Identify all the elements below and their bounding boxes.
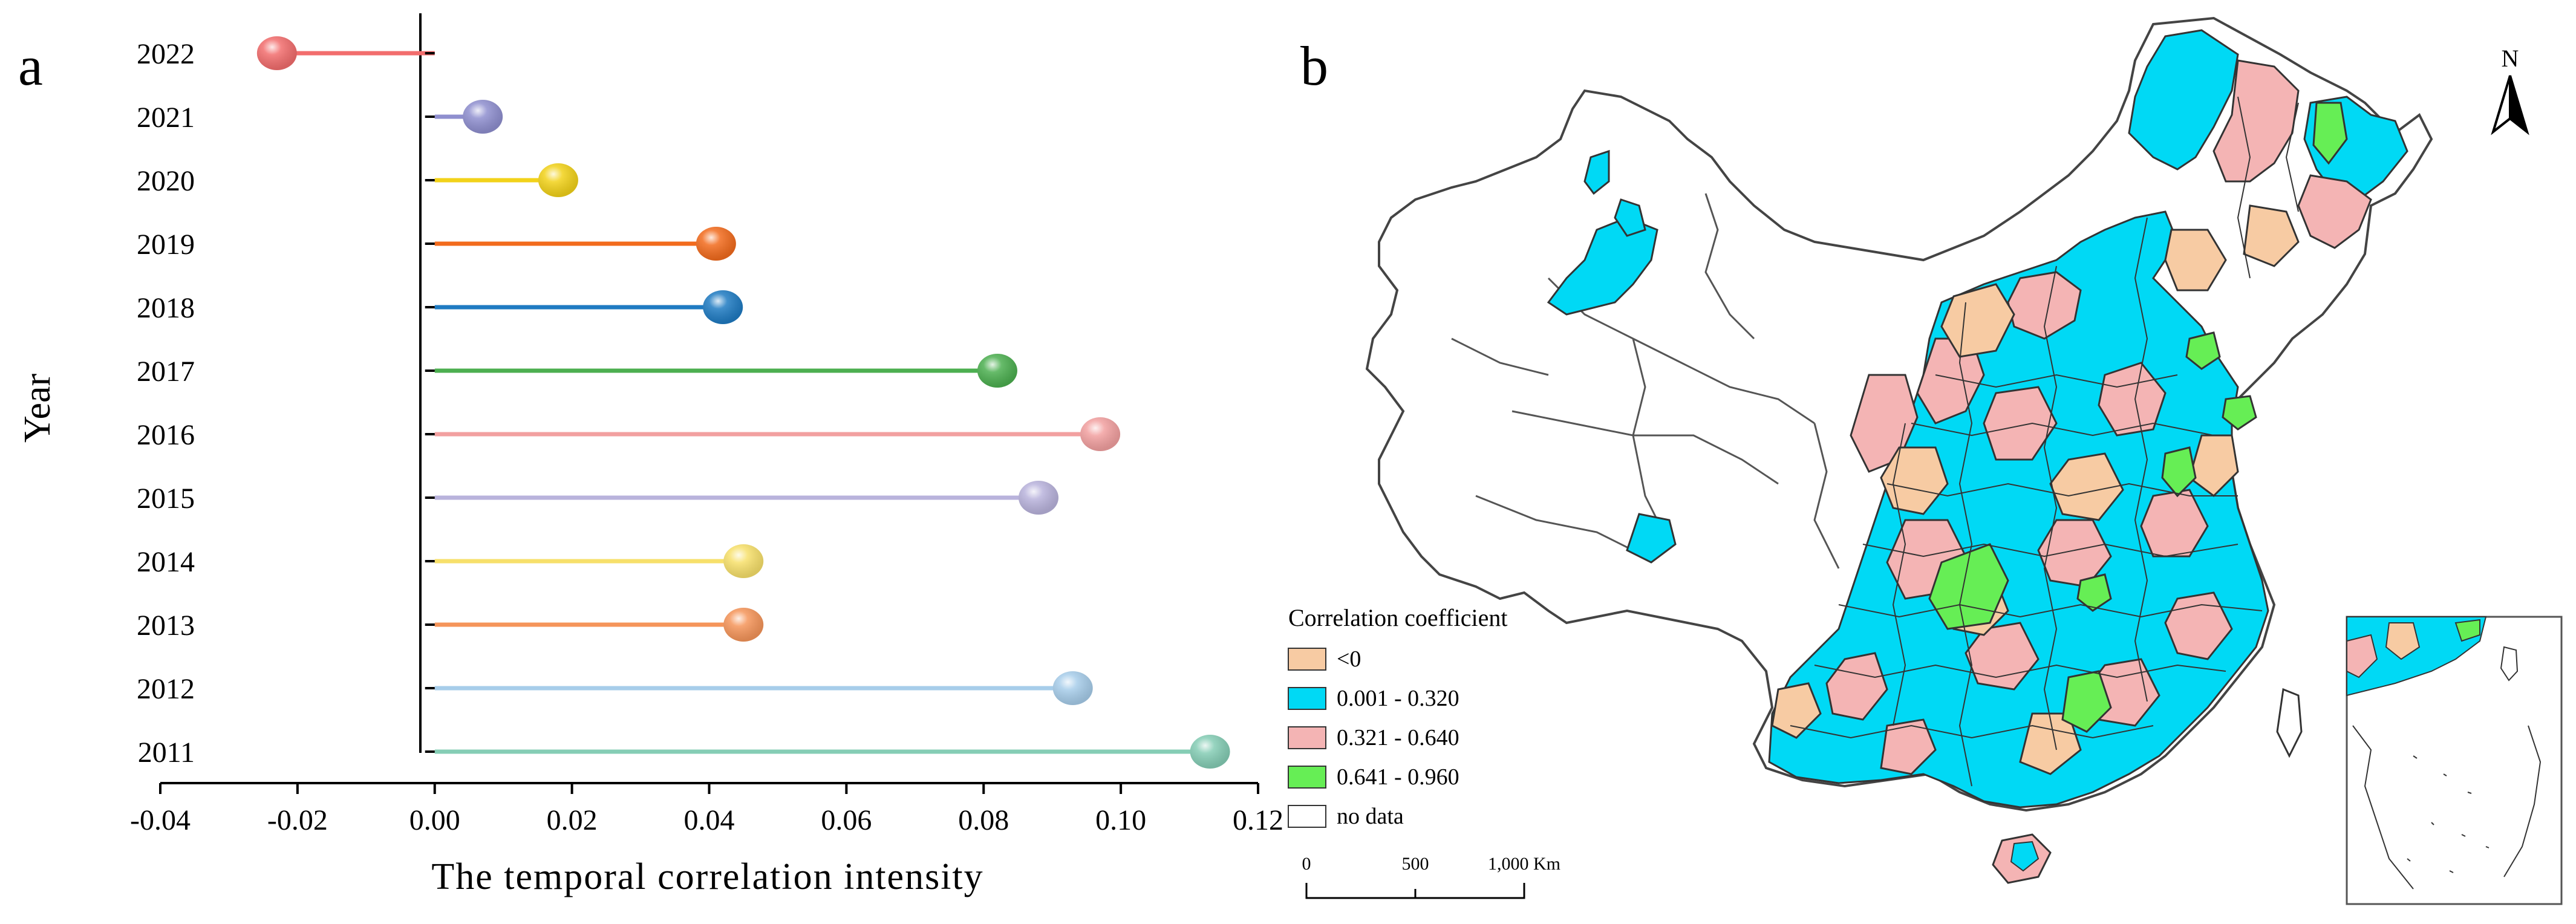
legend-label: 0.001 - 0.320 bbox=[1337, 686, 1459, 711]
china-map bbox=[1365, 16, 2433, 884]
legend-swatch bbox=[1288, 687, 1326, 710]
x-tick-marks bbox=[159, 783, 1259, 794]
x-tick-label: 0.08 bbox=[958, 804, 1009, 836]
year-tick-label-2017: 2017 bbox=[137, 356, 195, 388]
legend-label: no data bbox=[1337, 804, 1404, 829]
x-tick-label: -0.04 bbox=[130, 804, 191, 836]
south-china-sea-inset bbox=[2346, 616, 2563, 905]
panel-b-label: b bbox=[1300, 35, 1328, 97]
year-tick-label-2021: 2021 bbox=[137, 102, 195, 134]
x-tick-label: 0.00 bbox=[409, 804, 460, 836]
x-tick-label: 0.10 bbox=[1095, 804, 1146, 836]
year-tick-label-2020: 2020 bbox=[137, 165, 195, 197]
legend-swatch bbox=[1288, 726, 1326, 749]
legend-title: Correlation coefficient bbox=[1288, 604, 1507, 631]
legend-swatch bbox=[1288, 805, 1326, 828]
lollipop-dot-2015 bbox=[1019, 481, 1058, 515]
year-tick-label-2011: 2011 bbox=[138, 737, 195, 769]
peach-regions bbox=[1771, 204, 2300, 775]
north-label: N bbox=[2502, 45, 2519, 72]
y-tick-marks bbox=[425, 52, 435, 753]
lollipop-dot-2018 bbox=[703, 290, 743, 324]
legend-label: <0 bbox=[1337, 646, 1361, 672]
x-axis-title: The temporal correlation intensity bbox=[431, 856, 983, 897]
map-legend: Correlation coefficient <0 0.001 - 0.320… bbox=[1288, 604, 1507, 829]
x-tick-label: 0.06 bbox=[821, 804, 872, 836]
legend-item: <0 bbox=[1288, 646, 1361, 672]
scale-tick-label: 500 bbox=[1402, 854, 1429, 874]
scale-tick-label: 1,000 Km bbox=[1488, 854, 1560, 874]
lollipop-dot-2020 bbox=[538, 163, 578, 197]
legend-item: no data bbox=[1288, 804, 1404, 829]
x-tick-label: 0.12 bbox=[1233, 804, 1283, 836]
year-tick-label-2012: 2012 bbox=[137, 673, 195, 705]
x-tick-labels: -0.04 -0.02 0.00 0.02 0.04 0.06 0.08 0.10 0.12 bbox=[130, 804, 1283, 836]
year-tick-labels: 2022 2021 2020 2019 2018 2017 2016 2015 2014 2013… bbox=[137, 38, 195, 769]
north-arrow-icon: N bbox=[2491, 45, 2529, 135]
panel-a-lollipop-chart: a 20222021202020192018201720162015201420… bbox=[17, 13, 1283, 897]
legend-item: 0.641 - 0.960 bbox=[1288, 764, 1459, 790]
scale-tick-label: 0 bbox=[1302, 854, 1311, 874]
lollipop-dot-2016 bbox=[1080, 417, 1121, 451]
green-regions bbox=[1928, 102, 2348, 733]
year-tick-label-2018: 2018 bbox=[137, 292, 195, 324]
lollipop-dot-2014 bbox=[723, 544, 764, 578]
scale-bar: 0 500 1,000 Km bbox=[1302, 854, 1560, 899]
year-tick-label-2016: 2016 bbox=[137, 419, 195, 451]
x-tick-label: 0.02 bbox=[547, 804, 598, 836]
year-tick-label-2015: 2015 bbox=[137, 483, 195, 515]
year-tick-label-2014: 2014 bbox=[137, 546, 195, 578]
panel-a-axes bbox=[160, 13, 1258, 784]
year-tick-label-2019: 2019 bbox=[137, 229, 195, 261]
legend-label: 0.641 - 0.960 bbox=[1337, 764, 1459, 790]
lollipop-dot-2017 bbox=[977, 354, 1017, 388]
legend-label: 0.321 - 0.640 bbox=[1337, 725, 1459, 750]
legend-swatch bbox=[1288, 648, 1326, 671]
lollipop-dot-2012 bbox=[1052, 671, 1093, 705]
lollipop-dots bbox=[256, 36, 1230, 769]
x-tick-label: -0.02 bbox=[267, 804, 328, 836]
legend-swatch bbox=[1288, 766, 1326, 789]
legend-item: 0.001 - 0.320 bbox=[1288, 686, 1459, 711]
lollipop-dot-2013 bbox=[723, 608, 764, 642]
panel-b-map: b N bbox=[1288, 16, 2563, 905]
taiwan-island bbox=[2276, 688, 2303, 758]
year-tick-label-2013: 2013 bbox=[137, 610, 195, 642]
lollipop-stems bbox=[276, 51, 1210, 754]
year-tick-label-2022: 2022 bbox=[137, 38, 195, 70]
lollipop-dot-2011 bbox=[1190, 735, 1230, 769]
x-tick-label: 0.04 bbox=[684, 804, 735, 836]
panel-a-label: a bbox=[18, 35, 43, 97]
lollipop-dot-2022 bbox=[256, 36, 297, 70]
lollipop-dot-2021 bbox=[463, 100, 503, 134]
lollipop-dot-2019 bbox=[696, 227, 736, 261]
legend-item: 0.321 - 0.640 bbox=[1288, 725, 1459, 750]
y-axis-title: Year bbox=[17, 374, 58, 443]
